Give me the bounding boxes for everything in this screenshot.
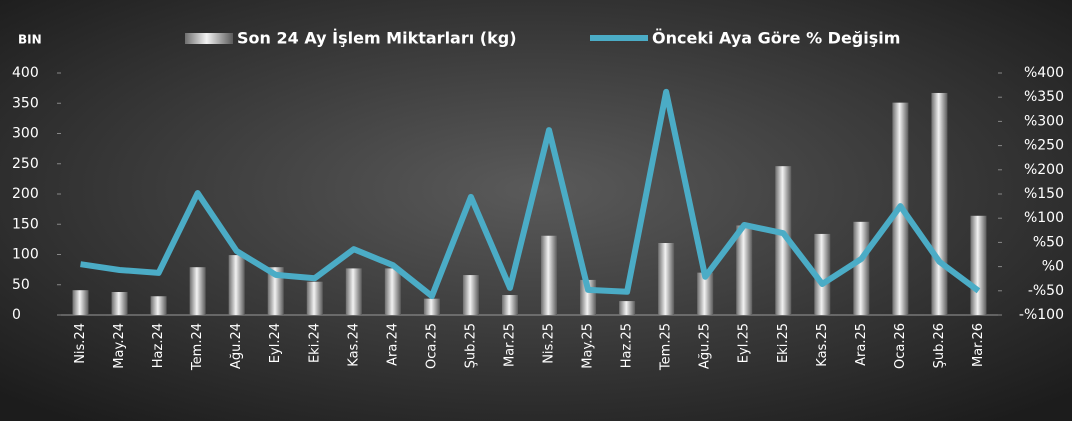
bar: [658, 243, 675, 315]
bar: [931, 92, 948, 315]
x-tick-label: Haz.24: [151, 323, 166, 368]
y-tick-label: 50: [12, 277, 30, 293]
bar: [853, 221, 870, 315]
y2-tick-label: -%50: [1028, 283, 1064, 299]
bar: [423, 298, 440, 315]
y2-tick-label: %200: [1024, 162, 1064, 178]
legend-label: Son 24 Ay İşlem Miktarları (kg): [237, 29, 517, 48]
y-tick-label: 0: [12, 307, 21, 323]
x-tick-label: Kas.25: [815, 323, 830, 367]
y2-tick-label: %50: [1033, 234, 1064, 250]
y-tick-label: 250: [12, 156, 39, 172]
x-tick-label: Oca.25: [424, 323, 439, 369]
y2-tick-label: %100: [1024, 210, 1064, 226]
legend-swatch: [185, 33, 233, 44]
x-tick-label: Eyl.25: [737, 323, 752, 363]
y-tick-label: 200: [12, 186, 39, 202]
x-tick-label: Şub.26: [932, 323, 947, 368]
y-tick-label: 300: [12, 126, 39, 142]
bar: [111, 292, 128, 315]
bar: [501, 295, 518, 315]
y2-tick-label: %0: [1042, 259, 1064, 275]
x-tick-label: Haz.25: [620, 323, 635, 368]
y-tick-label: 150: [12, 216, 39, 232]
x-tick-label: Mar.25: [502, 323, 517, 367]
unit-label: BIN: [18, 33, 42, 47]
y-tick-label: 100: [12, 247, 39, 263]
x-tick-label: May.25: [581, 323, 596, 369]
bar: [736, 225, 753, 315]
x-tick-label: Eyl.24: [268, 323, 283, 363]
x-tick-label: Eki.24: [307, 323, 322, 363]
y2-tick-label: %350: [1024, 89, 1064, 105]
x-tick-label: Ağu.24: [229, 323, 244, 369]
x-tick-label: Ara.24: [385, 323, 400, 366]
x-tick-label: May.24: [112, 323, 127, 369]
y2-tick-label: -%100: [1019, 307, 1064, 323]
x-tick-label: Mar.26: [971, 323, 986, 367]
bar: [150, 296, 167, 315]
bar: [306, 281, 323, 315]
x-tick-label: Eki.25: [776, 323, 791, 363]
x-tick-label: Ağu.25: [698, 323, 713, 369]
bar: [384, 268, 401, 315]
bar: [267, 267, 284, 315]
y-tick-label: 350: [12, 95, 39, 111]
bar: [970, 215, 987, 315]
bar: [462, 275, 479, 315]
y2-tick-label: %250: [1024, 138, 1064, 154]
x-tick-label: Tem.25: [659, 323, 674, 371]
line: [80, 88, 981, 300]
x-tick-label: Tem.24: [190, 323, 205, 371]
x-tick-label: Oca.26: [893, 323, 908, 369]
x-tick-label: Şub.25: [463, 323, 478, 368]
y2-tick-label: %400: [1024, 65, 1064, 81]
x-tick-label: Nis.24: [73, 323, 88, 364]
bar: [228, 255, 245, 315]
bar: [775, 166, 792, 315]
y-tick-label: 400: [12, 65, 39, 81]
bar: [189, 267, 206, 315]
bar: [814, 233, 831, 315]
x-tick-label: Nis.25: [542, 323, 557, 364]
bar: [697, 272, 714, 315]
bar: [72, 290, 89, 315]
y2-tick-label: %150: [1024, 186, 1064, 202]
y2-tick-label: %300: [1024, 113, 1064, 129]
bar: [541, 235, 558, 315]
bar: [345, 268, 362, 315]
x-tick-label: Ara.25: [854, 323, 869, 366]
bar: [619, 301, 636, 315]
x-tick-label: Kas.24: [346, 323, 361, 367]
legend-label: Önceki Aya Göre % Değişim: [652, 29, 900, 48]
